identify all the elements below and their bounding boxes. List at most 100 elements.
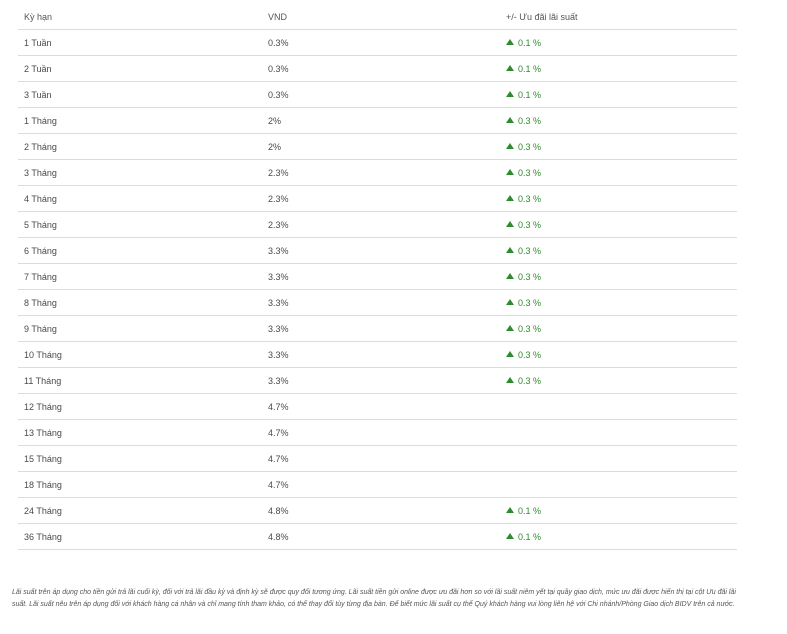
term-cell: 10 Tháng [24,349,62,360]
vnd-rate-cell: 3.3% [268,271,289,282]
table-row: 15 Tháng 4.7% [18,446,737,472]
promo-value: 0.1 % [518,531,542,542]
triangle-up-icon [506,116,514,123]
triangle-up-icon [506,142,514,149]
promo-value: 0.3 % [518,167,542,178]
table-row: 24 Tháng 4.8% 0.1 % [18,498,737,524]
promo-cell: 0.3 % [500,376,737,386]
promo-value: 0.3 % [518,271,542,282]
header-vnd: VND [268,11,288,22]
term-cell: 12 Tháng [24,401,62,412]
promo-cell: 0.3 % [500,220,737,230]
vnd-rate-cell: 4.7% [268,427,289,438]
vnd-rate-cell: 3.3% [268,323,289,334]
triangle-up-icon [506,350,514,357]
vnd-rate-cell: 3.3% [268,245,289,256]
vnd-rate-cell: 2% [268,115,282,126]
promo-cell: 0.1 % [500,38,737,48]
promo-value: 0.3 % [518,219,542,230]
vnd-rate-cell: 4.7% [268,401,289,412]
term-cell: 24 Tháng [24,505,62,516]
term-cell: 5 Tháng [24,219,57,230]
table-row: 6 Tháng 3.3% 0.3 % [18,238,737,264]
promo-value: 0.1 % [518,37,542,48]
interest-rate-table: Kỳ hạn VND +/- Ưu đãi lãi suất 1 Tuần 0.3… [18,4,737,550]
vnd-rate-cell: 3.3% [268,297,289,308]
term-cell: 6 Tháng [24,245,57,256]
header-promo: +/- Ưu đãi lãi suất [506,11,578,22]
promo-cell: 0.3 % [500,350,737,360]
vnd-rate-cell: 2.3% [268,167,289,178]
triangle-up-icon [506,298,514,305]
vnd-rate-cell: 4.8% [268,505,289,516]
vnd-rate-cell: 2% [268,141,282,152]
promo-value: 0.3 % [518,349,542,360]
promo-value: 0.3 % [518,193,542,204]
table-body: 1 Tuần 0.3% 0.1 % 2 Tuần 0.3% 0.1 % 3 Tuần 0.3%… [18,30,737,550]
vnd-rate-cell: 3.3% [268,349,289,360]
term-cell: 9 Tháng [24,323,57,334]
term-cell: 1 Tháng [24,115,57,126]
promo-value: 0.3 % [518,115,542,126]
term-cell: 13 Tháng [24,427,62,438]
term-cell: 36 Tháng [24,531,62,542]
promo-value: 0.1 % [518,89,542,100]
table-header-row: Kỳ hạn VND +/- Ưu đãi lãi suất [18,4,737,30]
table-row: 36 Tháng 4.8% 0.1 % [18,524,737,550]
term-cell: 4 Tháng [24,193,57,204]
table-row: 7 Tháng 3.3% 0.3 % [18,264,737,290]
promo-value: 0.3 % [518,323,542,334]
triangle-up-icon [506,38,514,45]
vnd-rate-cell: 4.7% [268,453,289,464]
promo-cell: 0.3 % [500,142,737,152]
term-cell: 18 Tháng [24,479,62,490]
term-cell: 8 Tháng [24,297,57,308]
term-cell: 3 Tuần [24,89,52,100]
term-cell: 15 Tháng [24,453,62,464]
term-cell: 2 Tuần [24,63,52,74]
triangle-up-icon [506,194,514,201]
term-cell: 1 Tuần [24,37,52,48]
table-row: 12 Tháng 4.7% [18,394,737,420]
vnd-rate-cell: 2.3% [268,193,289,204]
footnote: Lãi suất trên áp dụng cho tiền gửi trả l… [12,589,736,608]
promo-cell: 0.3 % [500,324,737,334]
table-row: 8 Tháng 3.3% 0.3 % [18,290,737,316]
table-row: 10 Tháng 3.3% 0.3 % [18,342,737,368]
vnd-rate-cell: 4.8% [268,531,289,542]
table-row: 2 Tháng 2% 0.3 % [18,134,737,160]
table-row: 18 Tháng 4.7% [18,472,737,498]
vnd-rate-cell: 0.3% [268,63,289,74]
promo-cell: 0.3 % [500,116,737,126]
promo-cell: 0.1 % [500,90,737,100]
promo-value: 0.3 % [518,375,542,386]
term-cell: 3 Tháng [24,167,57,178]
vnd-rate-cell: 0.3% [268,37,289,48]
triangle-up-icon [506,246,514,253]
promo-cell: 0.3 % [500,298,737,308]
table-row: 9 Tháng 3.3% 0.3 % [18,316,737,342]
promo-cell: 0.1 % [500,506,737,516]
term-cell: 2 Tháng [24,141,57,152]
promo-value: 0.1 % [518,505,542,516]
triangle-up-icon [506,168,514,175]
triangle-up-icon [506,90,514,97]
vnd-rate-cell: 0.3% [268,89,289,100]
triangle-up-icon [506,532,514,539]
triangle-up-icon [506,324,514,331]
promo-value: 0.3 % [518,245,542,256]
header-term: Kỳ hạn [24,11,53,22]
table-row: 4 Tháng 2.3% 0.3 % [18,186,737,212]
triangle-up-icon [506,220,514,227]
promo-cell: 0.1 % [500,532,737,542]
vnd-rate-cell: 2.3% [268,219,289,230]
table-row: 13 Tháng 4.7% [18,420,737,446]
table-row: 3 Tuần 0.3% 0.1 % [18,82,737,108]
triangle-up-icon [506,272,514,279]
promo-cell: 0.3 % [500,168,737,178]
term-cell: 7 Tháng [24,271,57,282]
triangle-up-icon [506,506,514,513]
table-row: 3 Tháng 2.3% 0.3 % [18,160,737,186]
promo-cell: 0.3 % [500,246,737,256]
table-row: 1 Tháng 2% 0.3 % [18,108,737,134]
